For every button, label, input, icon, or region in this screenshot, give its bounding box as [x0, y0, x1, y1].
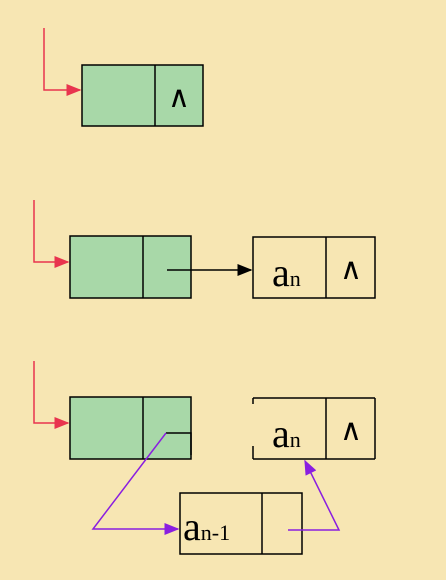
head-pointer-1 [43, 28, 82, 96]
node-an-2-label: an [272, 250, 301, 295]
null-icon-3: ∧ [340, 414, 362, 447]
null-icon-2: ∧ [340, 253, 362, 286]
head-pointer-3 [33, 361, 70, 429]
head-node-1 [81, 64, 204, 127]
node-an1-label: an-1 [183, 504, 230, 549]
node-an-3 [252, 397, 376, 460]
node-an1 [179, 492, 303, 555]
node-an-3-label: an [272, 411, 301, 456]
insert-pointer-head [91, 432, 180, 535]
null-icon-1: ∧ [168, 81, 190, 114]
old-link-stub [166, 432, 192, 455]
insert-pointer-next [288, 459, 341, 531]
stage-1: ∧ [43, 28, 204, 127]
head-pointer-2 [33, 200, 70, 268]
stage-2: an ∧ [33, 200, 376, 299]
node-an-2 [252, 236, 376, 299]
head-node-2 [69, 235, 192, 299]
head-node-3 [69, 396, 192, 460]
stage-3: an ∧ an-1 [33, 361, 376, 555]
